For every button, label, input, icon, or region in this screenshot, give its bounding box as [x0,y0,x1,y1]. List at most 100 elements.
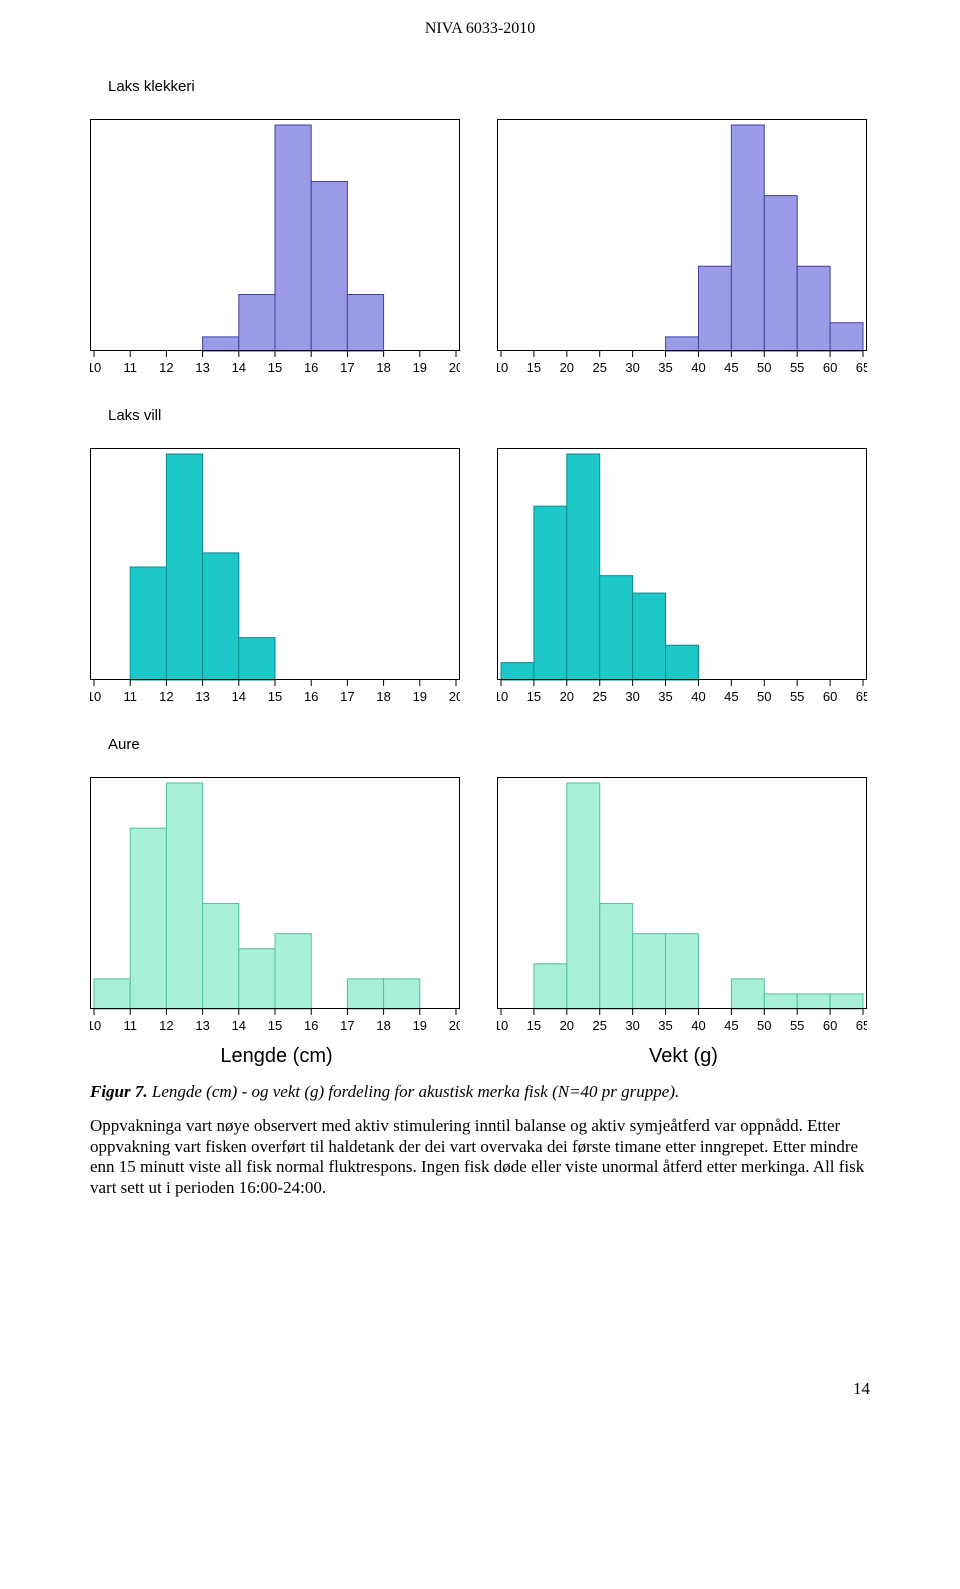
tick-label: 25 [592,1018,606,1033]
report-page: NIVA 6033-2010 Laks klekkeri101112131415… [0,0,960,1439]
tick-label: 20 [449,689,460,704]
histogram-bar [600,576,633,680]
figure-caption: Figur 7. Lengde (cm) - og vekt (g) forde… [90,1082,870,1102]
tick-label: 45 [724,1018,738,1033]
tick-label: 35 [658,1018,672,1033]
panel-row-title: Laks klekkeri [108,78,870,95]
x-axis-label-weight: Vekt (g) [497,1045,870,1068]
tick-label: 14 [232,689,246,704]
tick-label: 11 [123,360,137,375]
histogram-bar [239,295,275,352]
tick-label: 17 [340,360,354,375]
histogram-bar [666,645,699,680]
tick-label: 20 [560,1018,574,1033]
histogram-bar [731,979,764,1009]
tick-label: 35 [658,360,672,375]
histogram-bar [203,553,239,680]
tick-label: 50 [757,689,771,704]
tick-label: 11 [123,1018,137,1033]
tick-label: 15 [268,360,282,375]
histogram-panel: 1011121314151617181920 [90,777,460,1037]
histogram-bar [666,934,699,1009]
body-paragraph: Oppvakninga vart nøye observert med akti… [90,1116,870,1199]
histogram-bar [534,506,567,680]
histogram-bar [600,904,633,1009]
tick-label: 12 [159,689,173,704]
tick-label: 65 [856,360,867,375]
tick-label: 10 [90,1018,101,1033]
panel-row-title: Aure [108,736,870,753]
histogram-bar [203,904,239,1009]
histogram-bar [94,979,130,1009]
histogram-bar [166,783,202,1009]
histogram-bar [633,934,666,1009]
tick-label: 50 [757,1018,771,1033]
histogram-bar [130,828,166,1009]
page-number: 14 [90,1379,870,1399]
tick-label: 30 [625,360,639,375]
tick-label: 10 [497,1018,508,1033]
histogram-bar [130,567,166,680]
x-axis-label-length: Lengde (cm) [90,1045,463,1068]
tick-label: 40 [691,1018,705,1033]
tick-label: 25 [592,689,606,704]
tick-label: 12 [159,1018,173,1033]
tick-label: 40 [691,689,705,704]
tick-label: 65 [856,1018,867,1033]
histogram-bar [275,934,311,1009]
tick-label: 16 [304,689,318,704]
tick-label: 30 [625,1018,639,1033]
histogram-bar [239,949,275,1009]
tick-label: 18 [376,689,390,704]
tick-label: 45 [724,360,738,375]
tick-label: 20 [560,689,574,704]
histogram-bar [534,964,567,1009]
histogram-bar [275,125,311,351]
histogram-bar [347,295,383,352]
tick-label: 14 [232,1018,246,1033]
tick-label: 15 [268,1018,282,1033]
tick-label: 16 [304,360,318,375]
tick-label: 20 [449,360,460,375]
tick-label: 18 [376,360,390,375]
histogram-bar [166,454,202,680]
tick-label: 19 [413,1018,427,1033]
tick-label: 10 [497,689,508,704]
tick-label: 55 [790,689,804,704]
histogram-bar [384,979,420,1009]
tick-label: 19 [413,689,427,704]
figure-caption-text: Lengde (cm) - og vekt (g) fordeling for … [152,1082,679,1101]
tick-label: 13 [195,689,209,704]
histogram-grid: Laks klekkeri 10 11 12 13 14 15 16 17 18 19 20 10 15 2… [90,70,870,1037]
tick-label: 60 [823,360,837,375]
tick-label: 25 [592,360,606,375]
histogram-bar [830,994,863,1009]
tick-label: 60 [823,689,837,704]
histogram-panel: 101520253035404550556065 [497,448,867,708]
histogram-panel: 1011121314151617181920 [90,119,460,379]
histogram-bar [830,323,863,351]
tick-label: 14 [232,360,246,375]
histogram-bar [239,638,275,680]
histogram-bar [797,266,830,351]
tick-label: 15 [527,360,541,375]
tick-label: 20 [449,1018,460,1033]
histogram-bar [698,266,731,351]
histogram-bar [567,454,600,680]
tick-label: 10 [90,360,101,375]
histogram-bar [633,593,666,680]
histogram-bar [666,337,699,351]
tick-label: 20 [560,360,574,375]
histogram-bar [311,182,347,352]
axis-labels-row: Lengde (cm) Vekt (g) [90,1045,870,1068]
tick-label: 60 [823,1018,837,1033]
tick-label: 17 [340,1018,354,1033]
tick-label: 50 [757,360,771,375]
histogram-panel: 101520253035404550556065 [497,777,867,1037]
tick-label: 30 [625,689,639,704]
tick-label: 15 [527,1018,541,1033]
histogram-bar [203,337,239,351]
tick-label: 45 [724,689,738,704]
tick-label: 40 [691,360,705,375]
histogram-bar [731,125,764,351]
